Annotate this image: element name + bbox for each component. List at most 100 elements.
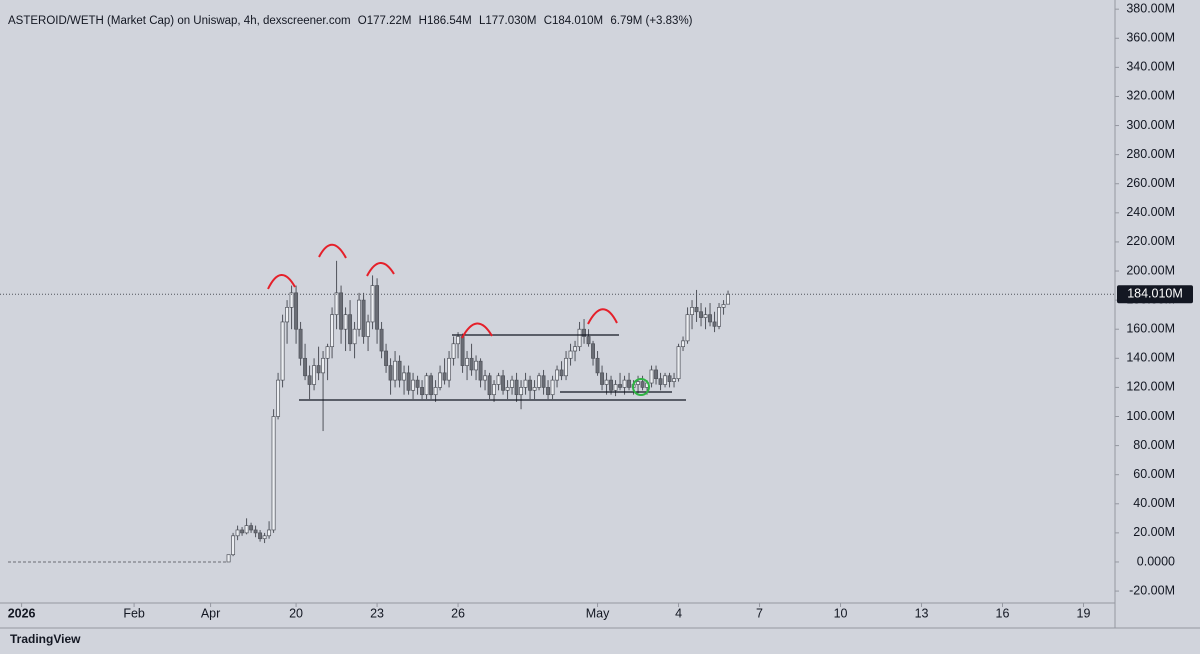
candle-body	[253, 529, 258, 534]
candle-body	[501, 375, 506, 391]
x-tick-label: 10	[834, 606, 848, 620]
y-tick-label: 140.00M	[1126, 351, 1175, 365]
annotation-circle	[632, 378, 650, 396]
x-tick-label: 23	[370, 606, 384, 620]
candle-body	[672, 378, 676, 382]
x-tick-label: 7	[756, 606, 763, 620]
candle-body	[717, 307, 721, 327]
annotation-arc	[366, 262, 395, 277]
candle-body	[424, 375, 429, 396]
candle-body	[339, 292, 344, 330]
y-tick-label: 40.00M	[1133, 496, 1175, 510]
candle-body	[235, 529, 240, 537]
candle-body	[505, 387, 510, 391]
last-price-label: 184.010M	[1127, 287, 1183, 301]
candle-body	[226, 554, 231, 563]
legend-item: O177.22M	[357, 15, 412, 27]
y-tick-label: -20.00M	[1129, 583, 1175, 597]
y-tick-label: 60.00M	[1133, 467, 1175, 481]
x-tick-label: 19	[1077, 606, 1091, 620]
candle-body	[289, 292, 294, 308]
candle-body	[685, 314, 690, 342]
y-tick-label: 120.00M	[1126, 380, 1175, 394]
legend-item: L177.030M	[478, 15, 537, 27]
candle-body	[249, 525, 254, 531]
candle-body	[280, 321, 285, 381]
candle-body	[294, 292, 299, 330]
y-tick-label: 280.00M	[1126, 147, 1175, 161]
candle-body	[397, 360, 402, 381]
x-tick-label: Feb	[123, 606, 145, 620]
candle-body	[285, 307, 290, 323]
candle-body	[564, 357, 568, 377]
candle-body	[411, 379, 416, 391]
last-price-tag	[1117, 285, 1193, 304]
y-tick-label: 200.00M	[1126, 263, 1175, 277]
candle-body	[618, 384, 622, 388]
candle-body	[604, 379, 609, 385]
chart-title: ASTEROID/WETH (Market Cap) on Uniswap, 4…	[8, 15, 351, 27]
candle-body	[582, 328, 586, 337]
candle-body	[681, 340, 685, 348]
candle-body	[240, 529, 245, 534]
candle-body	[474, 360, 479, 371]
candle-body	[613, 384, 618, 391]
candle-body	[438, 372, 443, 388]
candle-body	[370, 285, 375, 323]
candle-body	[654, 369, 658, 380]
candle-body	[519, 387, 524, 396]
legend-item: 6.79M (+3.83%)	[610, 15, 693, 27]
x-tick-label: 13	[915, 606, 929, 620]
candle-body	[541, 375, 546, 388]
y-tick-label: 360.00M	[1126, 31, 1175, 45]
y-tick-label: 160.00M	[1126, 322, 1175, 336]
candle-body	[600, 372, 604, 385]
candle-body	[577, 328, 582, 348]
candle-body	[375, 285, 380, 330]
chart-header: ASTEROID/WETH (Market Cap) on Uniswap, 4…	[8, 15, 697, 27]
candle-body	[555, 369, 560, 381]
candle-body	[568, 350, 573, 359]
x-tick-label: 26	[451, 606, 465, 620]
candle-body	[627, 379, 631, 388]
annotation-arc	[267, 274, 296, 290]
candle-body	[721, 304, 726, 308]
y-tick-label: 100.00M	[1126, 409, 1175, 423]
candle-body	[591, 343, 595, 359]
candle-body	[271, 416, 276, 531]
candle-body	[366, 321, 371, 337]
candle-body	[388, 365, 393, 381]
candle-body	[334, 292, 339, 316]
x-tick-label: May	[586, 606, 610, 620]
candle-body	[726, 293, 730, 305]
candle-body	[487, 375, 492, 396]
candle-body	[321, 357, 326, 374]
candle-body	[663, 375, 667, 385]
y-tick-label: 320.00M	[1126, 89, 1175, 103]
candle-body	[658, 378, 663, 385]
candle-body	[676, 346, 681, 380]
candle-body	[514, 379, 519, 396]
x-tick-label: 16	[996, 606, 1010, 620]
candle-body	[636, 381, 640, 385]
y-tick-label: 380.00M	[1126, 1, 1175, 15]
candle-body	[312, 365, 317, 385]
x-tick-label: Apr	[201, 606, 220, 620]
legend-item: H186.54M	[418, 15, 472, 27]
candles	[226, 260, 730, 563]
candle-body	[325, 346, 330, 359]
candle-body	[537, 375, 542, 388]
candle-body	[357, 299, 362, 330]
brand: TradingView	[10, 632, 80, 646]
candle-body	[267, 529, 272, 537]
candle-body	[586, 336, 591, 345]
candle-body	[415, 379, 420, 388]
candle-body	[231, 535, 236, 556]
candle-body	[460, 336, 465, 366]
candle-body	[456, 336, 461, 345]
y-tick-label: 260.00M	[1126, 176, 1175, 190]
candle-body	[559, 369, 564, 377]
candle-body	[258, 532, 263, 540]
